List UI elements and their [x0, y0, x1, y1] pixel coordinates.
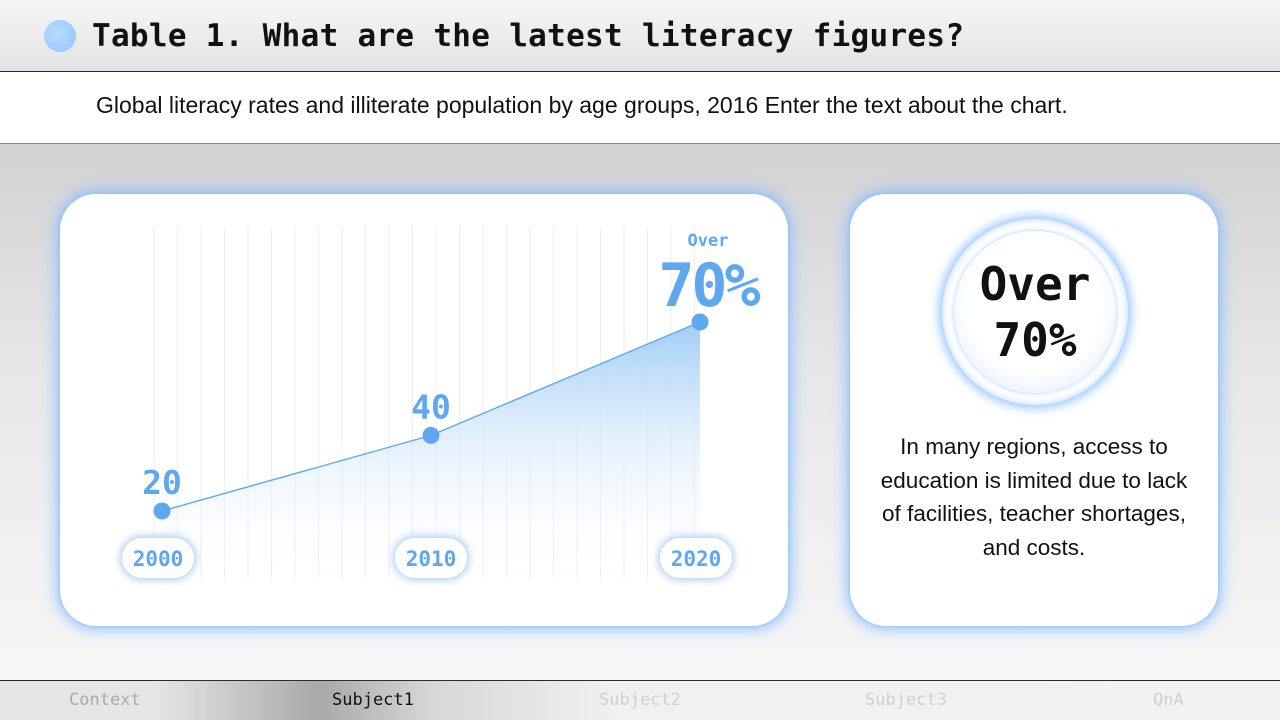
- category-label: 2010: [406, 547, 457, 571]
- header: Table 1. What are the latest literacy fi…: [0, 0, 1280, 72]
- data-label-prefix: Over: [688, 231, 729, 251]
- chart-subtitle: Global literacy rates and illiterate pop…: [96, 92, 1068, 118]
- nav-item-qna[interactable]: QnA: [1153, 690, 1184, 710]
- data-label: 70%: [658, 251, 760, 321]
- data-label: 20: [142, 463, 182, 502]
- main-area: 20 40 Over 70% 2000 2010 2020 Over 70% In many…: [0, 144, 1280, 680]
- info-text: In many regions, access to education is …: [880, 434, 1188, 560]
- chart-area: [162, 322, 700, 579]
- category-label: 2020: [671, 547, 722, 571]
- category-pill: [395, 538, 467, 578]
- bottom-nav: Context Subject1 Subject2 Subject3 QnA: [0, 680, 1280, 720]
- chart-card: 20 40 Over 70% 2000 2010 2020: [60, 194, 788, 626]
- nav-item-subject2[interactable]: Subject2: [599, 690, 681, 710]
- highlight-circle: Over 70%: [942, 219, 1128, 405]
- nav-item-subject1[interactable]: Subject1: [332, 690, 414, 710]
- nav-item-subject3[interactable]: Subject3: [865, 690, 947, 710]
- data-point: [153, 502, 171, 520]
- category-pill: [660, 538, 732, 578]
- data-point: [422, 426, 440, 444]
- nav-item-context[interactable]: Context: [69, 690, 141, 710]
- subtitle-band: Global literacy rates and illiterate pop…: [0, 72, 1280, 144]
- category-label: 2000: [133, 547, 184, 571]
- highlight-circle-inner: Over 70%: [954, 231, 1116, 393]
- category-pill: [122, 538, 194, 578]
- data-point: [691, 313, 709, 331]
- data-label: 40: [411, 387, 451, 426]
- page-title: Table 1. What are the latest literacy fi…: [92, 18, 965, 54]
- header-bullet-icon: [44, 20, 76, 52]
- highlight-line-2: 70%: [993, 313, 1077, 367]
- highlight-line-1: Over: [979, 257, 1091, 311]
- info-card: Over 70% In many regions, access to educ…: [850, 194, 1218, 626]
